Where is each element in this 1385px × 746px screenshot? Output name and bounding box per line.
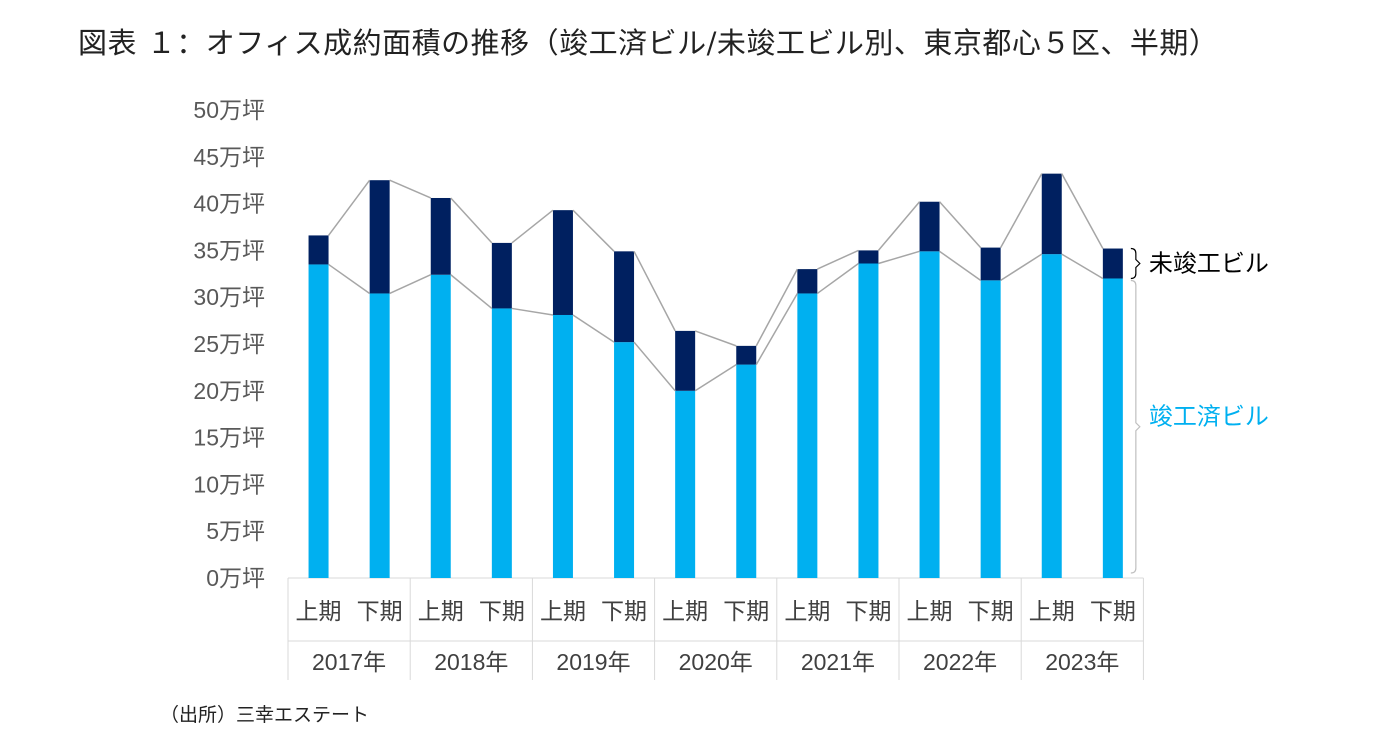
category-label: 下期	[1090, 598, 1136, 624]
bar-completed	[858, 263, 879, 578]
total-connector-line	[572, 209, 615, 252]
y-tick-label: 0万坪	[206, 565, 265, 591]
total-connector-line	[755, 268, 799, 347]
bar-completed	[919, 251, 940, 578]
bar-uncompleted	[675, 330, 696, 391]
category-label: 上期	[296, 598, 342, 624]
bar-completed	[369, 293, 390, 578]
completed-connector-line	[572, 314, 615, 343]
category-label: 下期	[479, 598, 525, 624]
y-tick-label: 10万坪	[193, 471, 265, 497]
bars	[308, 173, 1123, 579]
total-connector-line	[389, 179, 432, 199]
total-connector-line	[877, 201, 921, 251]
y-tick-label: 25万坪	[193, 331, 265, 357]
completed-connector-line	[633, 341, 676, 392]
completed-connector-line	[816, 262, 859, 295]
completed-connector-line	[328, 263, 371, 295]
legend-label-completed: 竣工済ビル	[1149, 404, 1269, 431]
y-tick-label: 45万坪	[193, 144, 265, 170]
category-label: 上期	[784, 598, 830, 624]
y-tick-label: 30万坪	[193, 284, 265, 310]
bar-completed	[1102, 278, 1123, 578]
category-label: 下期	[723, 598, 769, 624]
bar-uncompleted	[552, 210, 573, 315]
total-connector-line	[938, 201, 982, 249]
category-label: 上期	[540, 598, 586, 624]
completed-connector-line	[511, 307, 554, 316]
total-connector-line	[694, 330, 737, 347]
total-connector-line	[450, 197, 493, 244]
total-connector-line	[511, 209, 554, 244]
completed-connector-line	[389, 274, 432, 295]
bar-completed	[1041, 254, 1062, 579]
y-tick-label: 20万坪	[193, 378, 265, 404]
category-label: 上期	[662, 598, 708, 624]
total-connector-line	[633, 250, 676, 332]
bar-uncompleted	[491, 242, 512, 309]
bar-completed	[308, 264, 329, 578]
category-label: 下期	[601, 598, 647, 624]
legend-label-uncompleted: 未竣工ビル	[1149, 251, 1269, 278]
year-label: 2017年	[312, 649, 386, 675]
bar-completed	[614, 342, 635, 578]
year-label: 2023年	[1045, 649, 1119, 675]
y-tick-label: 5万坪	[206, 518, 265, 544]
connector-lines	[327, 173, 1104, 392]
category-label: 下期	[357, 598, 403, 624]
bar-uncompleted	[430, 197, 451, 275]
y-axis: 0万坪 5万坪 10万坪 15万坪 20万坪 25万坪 30万坪 35万坪 40万坪 45万坪 50…	[193, 97, 265, 591]
total-connector-line	[1061, 173, 1104, 249]
bar-completed	[552, 314, 573, 578]
bar-completed	[491, 308, 512, 578]
category-label: 下期	[968, 598, 1014, 624]
year-label: 2020年	[679, 649, 753, 675]
year-label: 2018年	[434, 649, 508, 675]
bar-uncompleted	[614, 251, 635, 343]
bar-completed	[430, 274, 451, 578]
y-tick-label: 15万坪	[193, 425, 265, 451]
bar-uncompleted	[797, 269, 818, 294]
bar-uncompleted	[736, 345, 757, 365]
bar-uncompleted	[980, 247, 1001, 281]
category-label: 上期	[418, 598, 464, 624]
y-tick-label: 40万坪	[193, 191, 265, 217]
bar-completed	[797, 293, 818, 578]
year-label: 2021年	[801, 649, 875, 675]
category-label: 上期	[1029, 598, 1075, 624]
completed-connector-line	[694, 363, 737, 392]
total-connector-line	[817, 249, 859, 270]
completed-connector-line	[1061, 253, 1104, 280]
completed-connector-line	[755, 293, 798, 365]
bar-uncompleted	[1041, 173, 1062, 255]
source-note: （出所）三幸エステート	[160, 705, 370, 726]
total-connector-line	[327, 179, 371, 236]
chart-title: 図表 １：オフィス成約面積の推移（竣工済ビル/未竣工ビル別、東京都心５区、半期）	[78, 26, 1219, 60]
completed-connector-line	[939, 250, 982, 281]
y-tick-label: 35万坪	[193, 237, 265, 263]
bar-uncompleted	[1102, 248, 1123, 279]
year-label: 2019年	[556, 649, 630, 675]
bar-uncompleted	[369, 180, 390, 294]
bar-completed	[736, 364, 757, 578]
bar-uncompleted	[919, 201, 940, 252]
completed-connector-line	[450, 274, 493, 310]
category-label: 下期	[845, 598, 891, 624]
y-tick-label: 50万坪	[193, 97, 265, 123]
uncompleted-brace	[1130, 247, 1141, 280]
year-label: 2022年	[923, 649, 997, 675]
bar-completed	[675, 390, 696, 578]
completed-brace	[1130, 279, 1141, 574]
completed-connector-line	[878, 250, 920, 265]
bar-completed	[980, 280, 1001, 578]
bar-uncompleted	[858, 250, 879, 264]
category-label: 上期	[907, 598, 953, 624]
total-connector-line	[999, 173, 1043, 248]
completed-connector-line	[1000, 253, 1043, 281]
bar-uncompleted	[308, 235, 329, 265]
